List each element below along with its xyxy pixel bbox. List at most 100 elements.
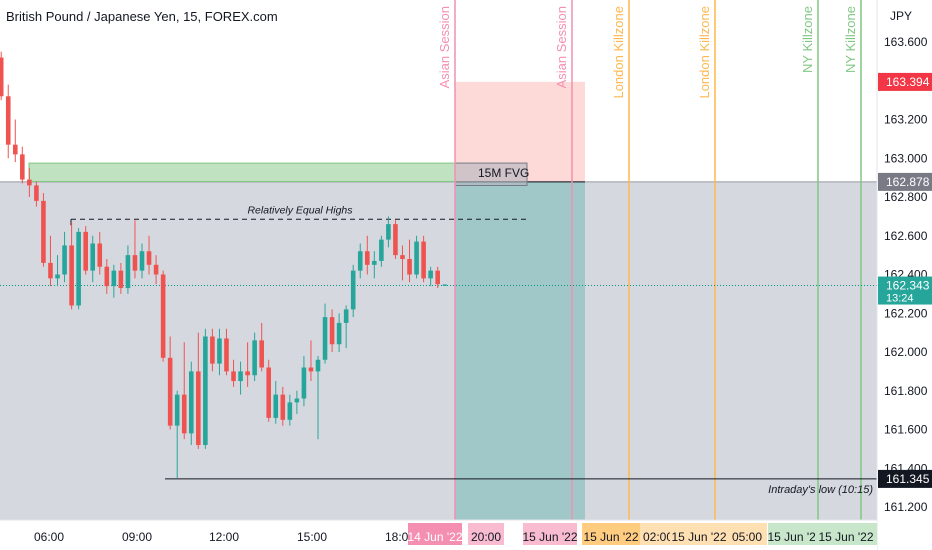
- candle-body: [224, 338, 229, 372]
- intraday-low-label: Intraday's low (10:15): [768, 484, 873, 496]
- candle-body: [55, 274, 60, 279]
- candle-body: [393, 224, 398, 256]
- price-tag-162.878: [878, 172, 932, 191]
- candle-body: [146, 251, 152, 265]
- candle-body: [139, 251, 145, 271]
- x-tick-label: 18:00: [385, 530, 415, 544]
- price-tag-162.343: [878, 276, 932, 305]
- candle-body: [132, 255, 138, 271]
- asian-session-label-2: Asian Session: [554, 6, 569, 88]
- candle-body: [231, 371, 236, 382]
- candle-body: [111, 270, 117, 287]
- candle-body: [343, 309, 349, 323]
- date-tag-london: [727, 523, 767, 545]
- candle-body: [407, 259, 412, 275]
- price-tag-163.394: [878, 72, 932, 91]
- date-tag-label: 15 Jun '22: [818, 530, 873, 544]
- candle-body: [266, 367, 272, 418]
- y-tick-label: 161.800: [884, 384, 928, 398]
- countdown-label: 13:24: [886, 293, 914, 305]
- candle-body: [125, 255, 131, 289]
- candle-body: [34, 185, 39, 201]
- candle-body: [90, 243, 96, 271]
- candle-body: [160, 274, 166, 358]
- price-axis[interactable]: [877, 0, 932, 550]
- candle-body: [5, 96, 11, 145]
- price-tag-label: 162.878: [886, 175, 930, 189]
- candle-body: [428, 270, 433, 279]
- x-tick-label: 09:00: [122, 530, 152, 544]
- candle-body: [118, 270, 124, 289]
- price-tag-label: 162.343: [886, 279, 930, 293]
- date-tag-label: 15 Jun '22: [583, 530, 638, 544]
- price-tag-label: 163.394: [886, 75, 930, 89]
- date-tag-london: [582, 523, 640, 545]
- candle-body: [210, 336, 215, 364]
- candle-body: [259, 340, 264, 368]
- candle-body: [287, 402, 293, 420]
- date-tag-label: 15 Jun '22: [522, 530, 577, 544]
- price-tag-label: 161.345: [886, 472, 930, 486]
- y-tick-label: 162.000: [884, 345, 928, 359]
- candle-body: [62, 245, 67, 275]
- y-tick-label: 163.000: [884, 151, 928, 165]
- y-tick-label: 161.200: [884, 500, 928, 514]
- gray-zone: [0, 181, 877, 520]
- candle-body: [435, 270, 440, 285]
- candle-body: [181, 394, 187, 434]
- candle-body: [273, 394, 279, 418]
- date-tag-asian: [408, 523, 462, 545]
- chart-title: British Pound / Japanese Yen, 15, FOREX.…: [6, 9, 278, 24]
- currency-label: JPY: [890, 9, 912, 23]
- candle-body: [20, 154, 25, 180]
- candle-body: [83, 231, 88, 271]
- y-tick-label: 162.200: [884, 306, 928, 320]
- candle-body: [41, 200, 46, 263]
- london-killzone-label-2: London Killzone: [697, 6, 712, 99]
- candle-body: [379, 239, 384, 261]
- candle-body: [421, 241, 426, 279]
- candle-body: [315, 359, 321, 372]
- y-tick-label: 161.600: [884, 423, 928, 437]
- date-tag-label: 05:00: [732, 530, 762, 544]
- fvg-label: 15M FVG: [478, 166, 529, 180]
- date-tag-label: 02:00: [643, 530, 673, 544]
- x-tick-label: 06:00: [34, 530, 64, 544]
- fvg-box: [28, 162, 456, 182]
- candle-body: [167, 357, 173, 426]
- date-tag-ny: [768, 523, 822, 545]
- candle-body: [400, 255, 405, 259]
- candle-body: [12, 144, 18, 155]
- candle-body: [252, 340, 257, 376]
- candle-body: [308, 367, 314, 372]
- date-tag-label: 20:00: [471, 530, 501, 544]
- x-tick-label: 15:00: [297, 530, 327, 544]
- date-tag-asian: [523, 523, 577, 545]
- candle-body: [364, 251, 370, 265]
- candle-body: [203, 336, 208, 445]
- date-tag-asian: [468, 523, 504, 545]
- take-profit-zone: [455, 181, 585, 520]
- date-tag-label: 14 Jun '22: [407, 530, 462, 544]
- candle-body: [386, 224, 391, 240]
- candle-body: [69, 245, 74, 306]
- asian-session-label-1: Asian Session: [437, 6, 452, 88]
- candle-body: [245, 371, 250, 376]
- candle-body: [301, 367, 307, 399]
- candle-body: [48, 262, 53, 279]
- ny-killzone-label-2: NY Killzone: [843, 6, 858, 73]
- candle-body: [76, 231, 81, 306]
- candle-body: [188, 371, 194, 434]
- candle-body: [280, 394, 286, 420]
- candle-body: [196, 371, 201, 445]
- date-tag-ny: [815, 523, 877, 545]
- candle-body: [217, 338, 222, 364]
- candle-body: [0, 57, 4, 97]
- ny-killzone-label-1: NY Killzone: [800, 6, 815, 73]
- y-tick-label: 163.600: [884, 35, 928, 49]
- x-tick-label: 12:00: [209, 530, 239, 544]
- candle-body: [336, 322, 342, 345]
- candle-body: [372, 260, 377, 265]
- candle-body: [329, 317, 335, 345]
